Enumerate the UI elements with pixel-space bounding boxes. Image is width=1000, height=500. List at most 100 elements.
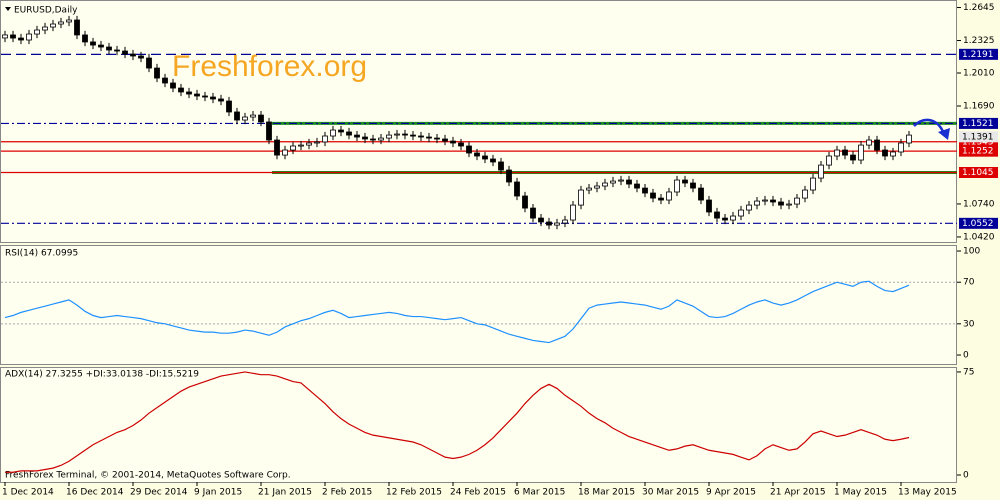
price-title: EURUSD,Daily (14, 6, 78, 16)
candle-body (530, 207, 536, 219)
x-tick-label: 16 Dec 2014 (66, 488, 124, 498)
candle-body (234, 111, 240, 121)
candle-body (666, 191, 672, 201)
candle-body (906, 134, 912, 144)
level-label-box (959, 167, 998, 179)
candle-body (210, 96, 216, 100)
candle-body (442, 138, 448, 142)
indicator-line (4, 280, 910, 344)
candle-body (370, 138, 376, 141)
candle-body (698, 187, 704, 201)
plot: 1.2645 1.2325 1.2010 1.1690 1.0740 1.0420 1.21… (1, 3, 998, 498)
candle-body (650, 192, 656, 199)
candle-body (818, 164, 824, 179)
candle-body (762, 199, 768, 202)
candle-body (26, 33, 32, 41)
y-tick-label: 0 (963, 351, 969, 361)
candle-body (106, 46, 112, 51)
x-tick-label: 6 Mar 2015 (514, 488, 565, 498)
candle-body (314, 141, 320, 144)
candle-body (66, 19, 72, 23)
x-tick-label: 9 Jan 2015 (194, 488, 242, 498)
level-label-box (959, 117, 998, 129)
level-label: 1.1045 (962, 168, 994, 178)
candle-body (18, 37, 24, 41)
level-label-box (959, 48, 998, 60)
candle-body (890, 151, 896, 157)
candle-body (274, 139, 280, 156)
candle-body (346, 131, 352, 136)
candle-body (354, 134, 360, 138)
candle-body (146, 57, 152, 69)
candle-body (466, 145, 472, 154)
candle-body (730, 215, 736, 221)
level-label: 1.1252 (962, 147, 994, 157)
x-tick-label: 2 Feb 2015 (322, 488, 372, 498)
candle-body (794, 197, 800, 205)
candle-body (858, 144, 864, 161)
candle-body (658, 197, 664, 201)
arrow-head (938, 128, 950, 140)
x-tick-label: 18 Mar 2015 (578, 488, 635, 498)
y-tick-label: 1.2645 (963, 3, 995, 13)
candle-body (90, 41, 96, 46)
level-label-box (959, 145, 998, 157)
candle-body (458, 142, 464, 147)
x-tick-label: 29 Dec 2014 (130, 488, 188, 498)
y-tick-label: 75 (963, 367, 974, 377)
candle-body (826, 155, 832, 166)
candle-body (290, 145, 296, 151)
candle-body (50, 23, 56, 28)
level-label: 1.1521 (962, 119, 994, 129)
candle-body (778, 201, 784, 206)
candle-body (74, 19, 80, 36)
candle-body (282, 149, 288, 156)
candle-body (786, 203, 792, 206)
candle-body (258, 114, 264, 123)
x-tick-label: 9 Apr 2015 (706, 488, 756, 498)
candle-body (634, 183, 640, 189)
x-tick-label: 21 Jan 2015 (258, 488, 312, 498)
candle-body (426, 136, 432, 139)
candle-body (34, 29, 40, 35)
candle-body (682, 179, 688, 184)
candle-body (754, 200, 760, 206)
y-tick-label: 30 (963, 319, 975, 329)
candle-body (138, 55, 144, 59)
candle-body (722, 217, 728, 221)
candle-body (618, 179, 624, 182)
price-panel (0, 0, 957, 243)
candle-body (434, 137, 440, 140)
candle-body (474, 152, 480, 157)
candle-body (402, 133, 408, 136)
level-label-box (959, 217, 998, 229)
candle-body (554, 222, 560, 226)
candle-body (746, 204, 752, 211)
y-tick-label: 1.1690 (963, 101, 995, 111)
candle-body (690, 182, 696, 189)
candle-body (850, 154, 856, 161)
candle-body (394, 133, 400, 136)
candle-body (202, 95, 208, 98)
candle-body (594, 185, 600, 189)
y-tick-label: 100 (963, 247, 980, 257)
candle-body (450, 140, 456, 144)
candle-body (738, 209, 744, 217)
rsi-panel (0, 245, 957, 365)
candle-body (122, 50, 128, 55)
indicator-line (5, 371, 910, 473)
candle-body (578, 189, 584, 206)
candle-body (322, 135, 328, 143)
level-label: 1.2191 (962, 50, 994, 60)
candle-body (410, 134, 416, 137)
candle-body (570, 204, 576, 221)
rsi-title: RSI(14) 67.0995 (5, 249, 78, 259)
candle-body (82, 34, 88, 43)
candle-body (714, 211, 720, 219)
candle-body (538, 217, 544, 223)
candle-body (154, 67, 160, 79)
candle-body (642, 187, 648, 194)
candle-body (378, 137, 384, 141)
candle-body (162, 77, 168, 84)
